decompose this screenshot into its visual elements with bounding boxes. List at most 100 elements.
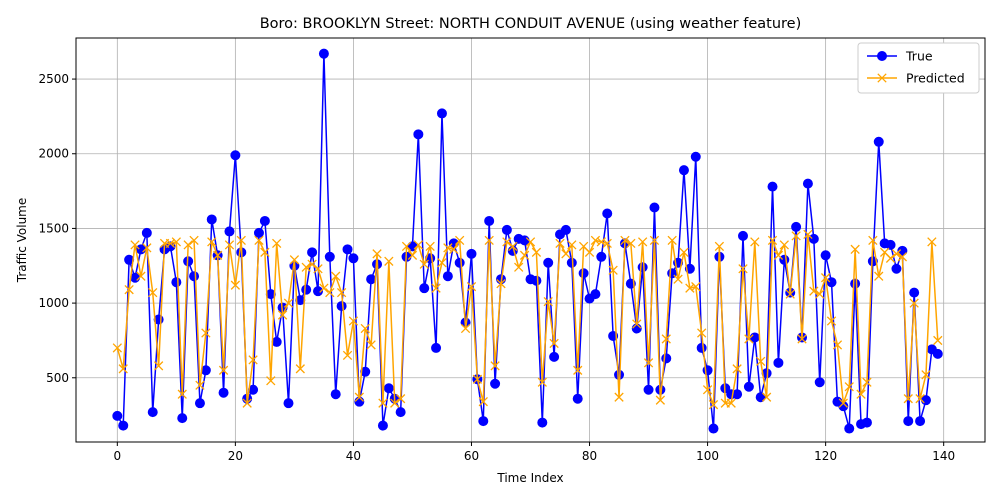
data-point xyxy=(779,254,790,265)
data-point xyxy=(425,241,435,252)
data-point xyxy=(455,235,465,246)
data-point xyxy=(147,407,158,418)
x-axis-label: Time Index xyxy=(496,471,563,485)
data-point xyxy=(289,255,300,265)
legend-marker xyxy=(877,51,887,61)
data-point xyxy=(230,150,241,161)
data-point xyxy=(207,237,217,247)
data-point xyxy=(785,289,795,299)
data-point xyxy=(820,273,831,283)
data-point xyxy=(348,253,359,264)
data-point xyxy=(737,230,748,241)
data-point xyxy=(661,353,672,364)
data-point xyxy=(555,238,565,249)
data-point xyxy=(354,396,365,407)
data-point xyxy=(354,392,364,402)
data-point xyxy=(560,224,571,235)
data-point xyxy=(348,316,359,326)
data-point xyxy=(171,237,182,247)
data-point xyxy=(850,278,861,289)
data-point xyxy=(484,235,494,246)
data-point xyxy=(259,215,270,226)
data-point xyxy=(253,227,264,238)
data-point xyxy=(478,416,489,427)
data-point xyxy=(419,259,429,269)
data-point xyxy=(130,272,141,283)
data-point xyxy=(413,129,424,140)
data-point xyxy=(767,181,778,192)
data-point xyxy=(383,383,394,394)
data-point xyxy=(419,283,430,294)
data-point xyxy=(218,365,229,375)
data-point xyxy=(779,240,789,250)
data-point xyxy=(844,382,854,392)
data-point xyxy=(803,229,813,240)
data-point xyxy=(266,376,276,386)
data-point xyxy=(514,262,524,272)
data-point xyxy=(608,265,618,275)
data-point xyxy=(602,238,612,249)
data-point xyxy=(814,377,825,388)
data-point xyxy=(903,416,914,427)
data-point xyxy=(596,251,607,262)
x-tick-label: 80 xyxy=(582,449,597,463)
data-point xyxy=(631,323,642,334)
legend-label: True xyxy=(905,49,933,64)
data-point xyxy=(868,235,878,246)
data-point xyxy=(791,231,801,241)
data-point xyxy=(632,319,642,329)
legend-item: Predicted xyxy=(867,71,965,86)
x-tick-label: 0 xyxy=(113,449,121,463)
data-point xyxy=(643,384,654,395)
data-point xyxy=(336,301,347,312)
legend-marker xyxy=(877,73,887,83)
data-point xyxy=(649,235,660,246)
data-point xyxy=(744,334,754,344)
y-tick-label: 2000 xyxy=(38,147,69,161)
x-axis: 0 20 40 60 80 100 120 140 xyxy=(113,442,955,463)
data-point xyxy=(395,407,406,418)
data-point xyxy=(832,340,843,350)
series-predicted xyxy=(112,229,943,410)
data-point xyxy=(909,298,919,308)
data-point xyxy=(466,282,477,292)
data-point xyxy=(921,370,931,380)
data-point xyxy=(301,284,312,295)
data-point xyxy=(572,393,583,404)
data-point xyxy=(691,282,701,292)
data-point xyxy=(436,108,447,119)
data-point xyxy=(206,214,217,225)
data-point xyxy=(637,262,648,273)
data-point xyxy=(377,420,388,431)
data-point xyxy=(325,287,335,298)
data-point xyxy=(537,377,547,387)
data-point xyxy=(643,358,654,368)
data-point xyxy=(165,238,176,249)
data-point xyxy=(755,392,766,403)
legend-item: True xyxy=(867,49,933,64)
data-point xyxy=(118,364,128,374)
data-point xyxy=(743,381,754,392)
data-point xyxy=(708,423,719,434)
data-point xyxy=(808,233,819,244)
data-point xyxy=(590,235,601,246)
data-point xyxy=(336,287,347,298)
data-point xyxy=(773,357,784,368)
data-point xyxy=(502,237,512,247)
data-point xyxy=(927,237,937,247)
data-point xyxy=(649,202,660,213)
data-point xyxy=(224,240,235,250)
data-point xyxy=(596,237,606,247)
data-point xyxy=(826,316,837,326)
data-point xyxy=(171,277,182,288)
data-point xyxy=(678,165,689,176)
data-point xyxy=(708,400,719,410)
data-point xyxy=(519,235,530,246)
data-point xyxy=(442,271,453,282)
data-point xyxy=(915,416,926,427)
data-point xyxy=(856,389,866,399)
data-point xyxy=(531,247,542,257)
data-point xyxy=(602,208,613,219)
data-point xyxy=(590,289,601,300)
